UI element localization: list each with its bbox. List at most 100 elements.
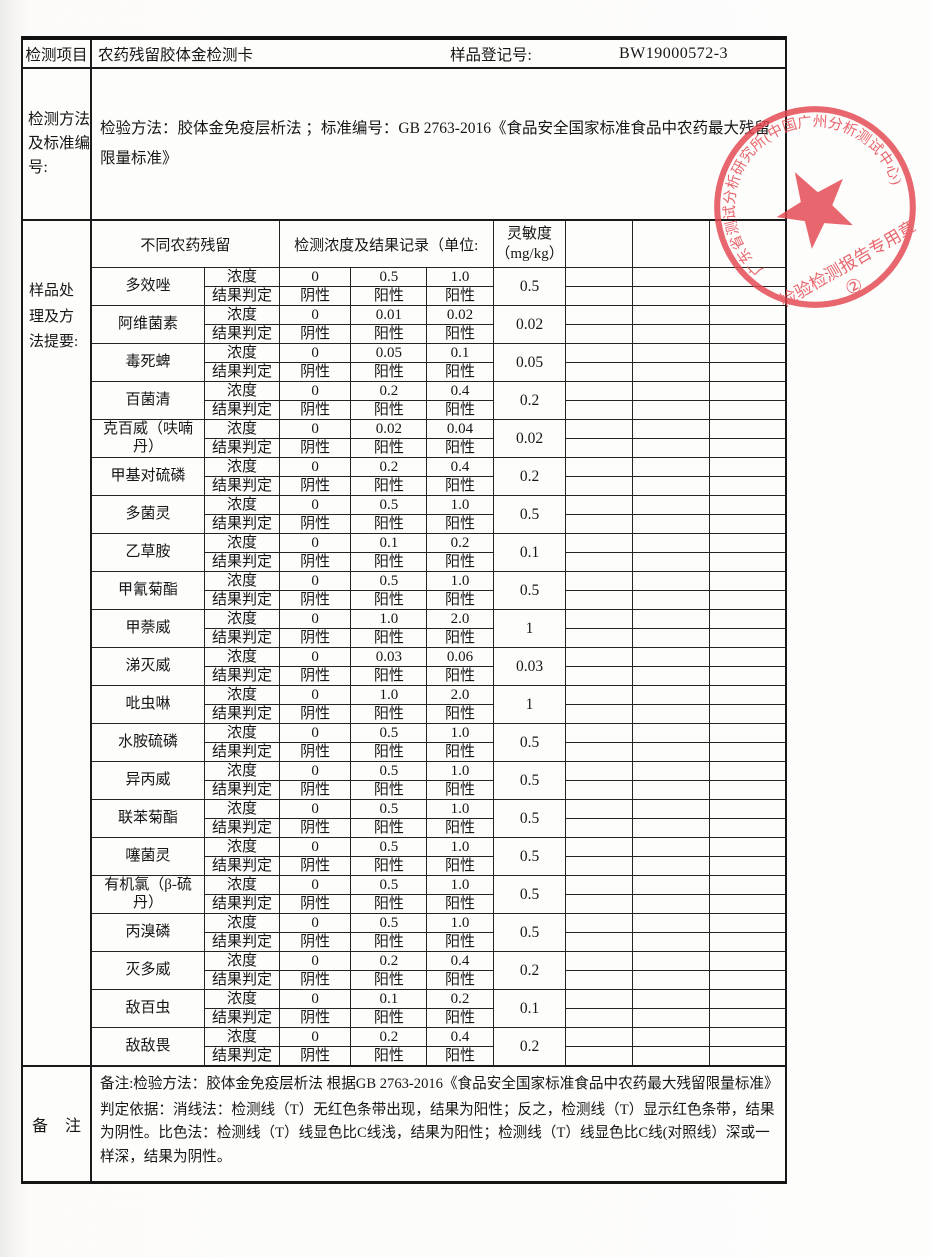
sensitivity-value: 1: [492, 685, 567, 724]
result-value-2: 阳性: [426, 856, 494, 876]
pesticide-row-concentration: 涕灭威 浓度 0 0.03 0.06 0.03: [92, 647, 785, 686]
row-label-result: 结果判定: [204, 742, 280, 762]
empty-cell: [565, 514, 633, 534]
title-row: 检测项目 农药残留胶体金检测卡 样品登记号: BW19000572-3: [21, 36, 787, 69]
empty-cell: [708, 742, 785, 762]
remarks-line-1: 备注:检验方法：胶体金免疫层析法 根据GB 2763-2016《食品安全国家标准…: [100, 1076, 779, 1092]
row-label-result: 结果判定: [204, 780, 280, 800]
pesticide-name: 百菌清: [92, 381, 206, 420]
row-label-result: 结果判定: [204, 932, 280, 952]
row-label-result: 结果判定: [204, 894, 280, 914]
result-value-0: 阴性: [278, 1008, 352, 1028]
result-value-2: 阳性: [426, 970, 494, 990]
sensitivity-value: 0.05: [492, 343, 567, 382]
results-table-section: 样品处理及方法提要: 不同农药残留 检测浓度及结果记录（单位: 灵敏度 （mg/…: [21, 219, 787, 1068]
concentration-value-0: 0: [278, 989, 352, 1009]
result-value-2: 阳性: [426, 552, 494, 572]
empty-cell: [565, 989, 633, 1009]
empty-cell: [708, 514, 785, 534]
concentration-value-1: 1.0: [350, 609, 428, 629]
empty-cell: [708, 875, 785, 895]
empty-cell: [565, 267, 633, 287]
empty-cell: [631, 1027, 710, 1047]
concentration-value-1: 0.5: [350, 875, 428, 895]
empty-cell: [631, 1008, 710, 1028]
empty-cell: [565, 951, 633, 971]
header-empty-3: [708, 221, 785, 268]
header-empty-2: [631, 221, 710, 268]
method-text: 检验方法：胶体金免疫层析法 ；标准编号：GB 2763-2016《食品安全国家标…: [100, 119, 770, 167]
empty-cell: [631, 970, 710, 990]
empty-cell: [631, 685, 710, 705]
concentration-value-0: 0: [278, 381, 352, 401]
concentration-value-0: 0: [278, 533, 352, 553]
empty-cell: [631, 1046, 710, 1065]
sample-processing-label: 样品处理及方法提要:: [23, 221, 92, 1066]
row-label-concentration: 浓度: [204, 571, 280, 591]
result-value-1: 阳性: [350, 704, 428, 724]
result-value-2: 阳性: [426, 324, 494, 344]
empty-cell: [708, 324, 785, 344]
empty-cell: [708, 989, 785, 1009]
row-label-concentration: 浓度: [204, 267, 280, 287]
pesticide-row-concentration: 敌敌畏 浓度 0 0.2 0.4 0.2: [92, 1027, 785, 1066]
results-header-row: 不同农药残留 检测浓度及结果记录（单位: 灵敏度 （mg/kg）: [92, 221, 785, 268]
empty-cell: [631, 267, 710, 287]
result-value-1: 阳性: [350, 666, 428, 686]
row-label-result: 结果判定: [204, 1046, 280, 1065]
empty-cell: [708, 381, 785, 401]
concentration-value-0: 0: [278, 571, 352, 591]
concentration-value-2: 1.0: [426, 495, 494, 515]
empty-cell: [565, 875, 633, 895]
empty-cell: [631, 780, 710, 800]
concentration-value-2: 0.2: [426, 989, 494, 1009]
empty-cell: [631, 362, 710, 382]
result-value-1: 阳性: [350, 438, 428, 458]
concentration-value-1: 0.2: [350, 951, 428, 971]
pesticide-row-concentration: 乙草胺 浓度 0 0.1 0.2 0.1: [92, 533, 785, 572]
result-value-1: 阳性: [350, 780, 428, 800]
concentration-value-1: 0.1: [350, 533, 428, 553]
pesticide-name: 涕灭威: [92, 647, 206, 686]
empty-cell: [631, 438, 710, 458]
row-label-concentration: 浓度: [204, 761, 280, 781]
empty-cell: [708, 609, 785, 629]
empty-cell: [565, 476, 633, 496]
result-value-1: 阳性: [350, 400, 428, 420]
empty-cell: [631, 913, 710, 933]
concentration-value-1: 0.01: [350, 305, 428, 325]
pesticide-name: 敌百虫: [92, 989, 206, 1028]
pesticide-row-result: 结果判定 阴性 阳性 阳性: [92, 818, 785, 838]
empty-cell: [565, 780, 633, 800]
pesticide-row-concentration: 阿维菌素 浓度 0 0.01 0.02 0.02: [92, 305, 785, 344]
result-value-1: 阳性: [350, 932, 428, 952]
result-value-0: 阴性: [278, 628, 352, 648]
result-value-0: 阴性: [278, 666, 352, 686]
concentration-value-0: 0: [278, 1027, 352, 1047]
result-value-2: 阳性: [426, 400, 494, 420]
empty-cell: [708, 856, 785, 876]
concentration-value-1: 0.5: [350, 837, 428, 857]
pesticide-row-concentration: 克百威（呋喃丹） 浓度 0 0.02 0.04 0.02: [92, 419, 785, 458]
empty-cell: [565, 381, 633, 401]
result-value-1: 阳性: [350, 514, 428, 534]
empty-cell: [708, 1027, 785, 1047]
pesticide-name: 异丙威: [92, 761, 206, 800]
empty-cell: [708, 495, 785, 515]
empty-cell: [565, 666, 633, 686]
row-label-result: 结果判定: [204, 628, 280, 648]
report-sheet: 检测项目 农药残留胶体金检测卡 样品登记号: BW19000572-3 检测方法…: [21, 36, 787, 1184]
sensitivity-value: 0.2: [492, 381, 567, 420]
pesticide-name: 敌敌畏: [92, 1027, 206, 1066]
empty-cell: [631, 799, 710, 819]
test-item-value: 农药残留胶体金检测卡: [98, 46, 254, 64]
result-value-1: 阳性: [350, 590, 428, 610]
concentration-value-2: 0.4: [426, 1027, 494, 1047]
empty-cell: [565, 723, 633, 743]
empty-cell: [631, 381, 710, 401]
empty-cell: [565, 609, 633, 629]
sensitivity-value: 0.1: [492, 533, 567, 572]
row-label-concentration: 浓度: [204, 381, 280, 401]
pesticide-row-concentration: 多效唑 浓度 0 0.5 1.0 0.5: [92, 267, 785, 306]
